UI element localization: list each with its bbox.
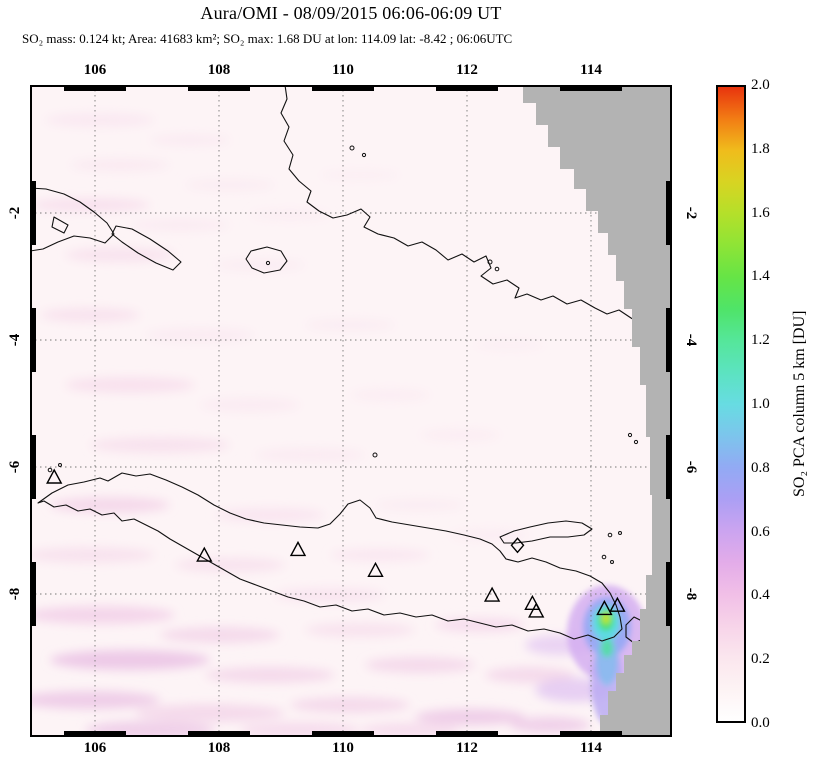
map-frame	[30, 85, 672, 737]
volcano-marker	[483, 586, 501, 602]
volcano-marker	[46, 468, 63, 484]
coastline-bangka	[111, 225, 182, 271]
coastlines	[29, 84, 649, 644]
lon-tick-bottom: 112	[456, 740, 478, 756]
volcano-marker	[596, 599, 613, 616]
map-canvas	[20, 84, 672, 739]
coastline-belitung	[245, 246, 288, 274]
lon-tick-top: 112	[456, 62, 478, 78]
colorbar-tick: 0.6	[751, 524, 770, 540]
colorbar-title: SO₂ PCA column 5 km [DU]	[791, 310, 808, 498]
station-diamond-marker	[510, 537, 525, 554]
colorbar-tick: 1.4	[751, 268, 770, 284]
lon-tick-bottom: 114	[580, 740, 602, 756]
coastline-java	[37, 472, 623, 642]
colorbar-tick: 0.0	[751, 715, 770, 731]
coastline-sumatra-lagoon	[51, 216, 69, 234]
small-islands	[47, 145, 639, 564]
volcano-marker	[289, 540, 307, 557]
lat-tick-left: -2	[7, 206, 23, 220]
volcano-marker	[609, 596, 626, 612]
figure-title: Aura/OMI - 08/09/2015 06:06-06:09 UT	[200, 3, 502, 23]
so2-background-field	[20, 113, 615, 739]
lon-tick-bottom: 110	[332, 740, 354, 756]
colorbar-tick: 1.8	[751, 141, 770, 157]
volcano-marker	[524, 594, 541, 610]
lat-tick-right: -4	[683, 333, 699, 347]
lat-tick-right: -8	[683, 587, 699, 601]
lat-tick-left: -6	[7, 460, 23, 474]
colorbar-tick: 1.6	[751, 205, 770, 221]
volcano-marker	[528, 602, 545, 618]
volcano-marker	[367, 561, 384, 577]
coastline-madura	[499, 520, 593, 544]
colorbar	[716, 85, 746, 723]
coastline-sumatra	[29, 187, 115, 252]
lat-tick-right: -2	[683, 206, 699, 220]
lat-tick-right: -6	[683, 460, 699, 474]
lon-tick-top: 114	[580, 62, 602, 78]
colorbar-tick: 0.4	[751, 587, 770, 603]
colorbar-tick: 1.2	[751, 332, 770, 348]
lon-tick-bottom: 106	[83, 740, 107, 756]
lon-tick-bottom: 108	[207, 740, 231, 756]
coastline-borneo	[280, 84, 642, 325]
colorbar-tick: 0.8	[751, 460, 770, 476]
no-data-region	[523, 85, 672, 737]
marker-layer	[46, 468, 626, 618]
figure-subtitle: SO₂ mass: 0.124 kt; Area: 41683 km²; SO₂…	[22, 31, 513, 46]
colorbar-gradient	[718, 87, 744, 721]
map-panel	[20, 84, 672, 739]
colorbar-tick: 2.0	[751, 77, 770, 93]
colorbar-tick: 0.2	[751, 651, 770, 667]
lat-tick-left: -4	[7, 333, 23, 347]
colorbar-tick: 1.0	[751, 396, 770, 412]
lat-tick-left: -8	[7, 587, 23, 601]
lon-tick-top: 108	[207, 62, 231, 78]
volcano-marker	[196, 546, 213, 562]
lon-tick-top: 110	[332, 62, 354, 78]
lon-tick-top: 106	[83, 62, 107, 78]
